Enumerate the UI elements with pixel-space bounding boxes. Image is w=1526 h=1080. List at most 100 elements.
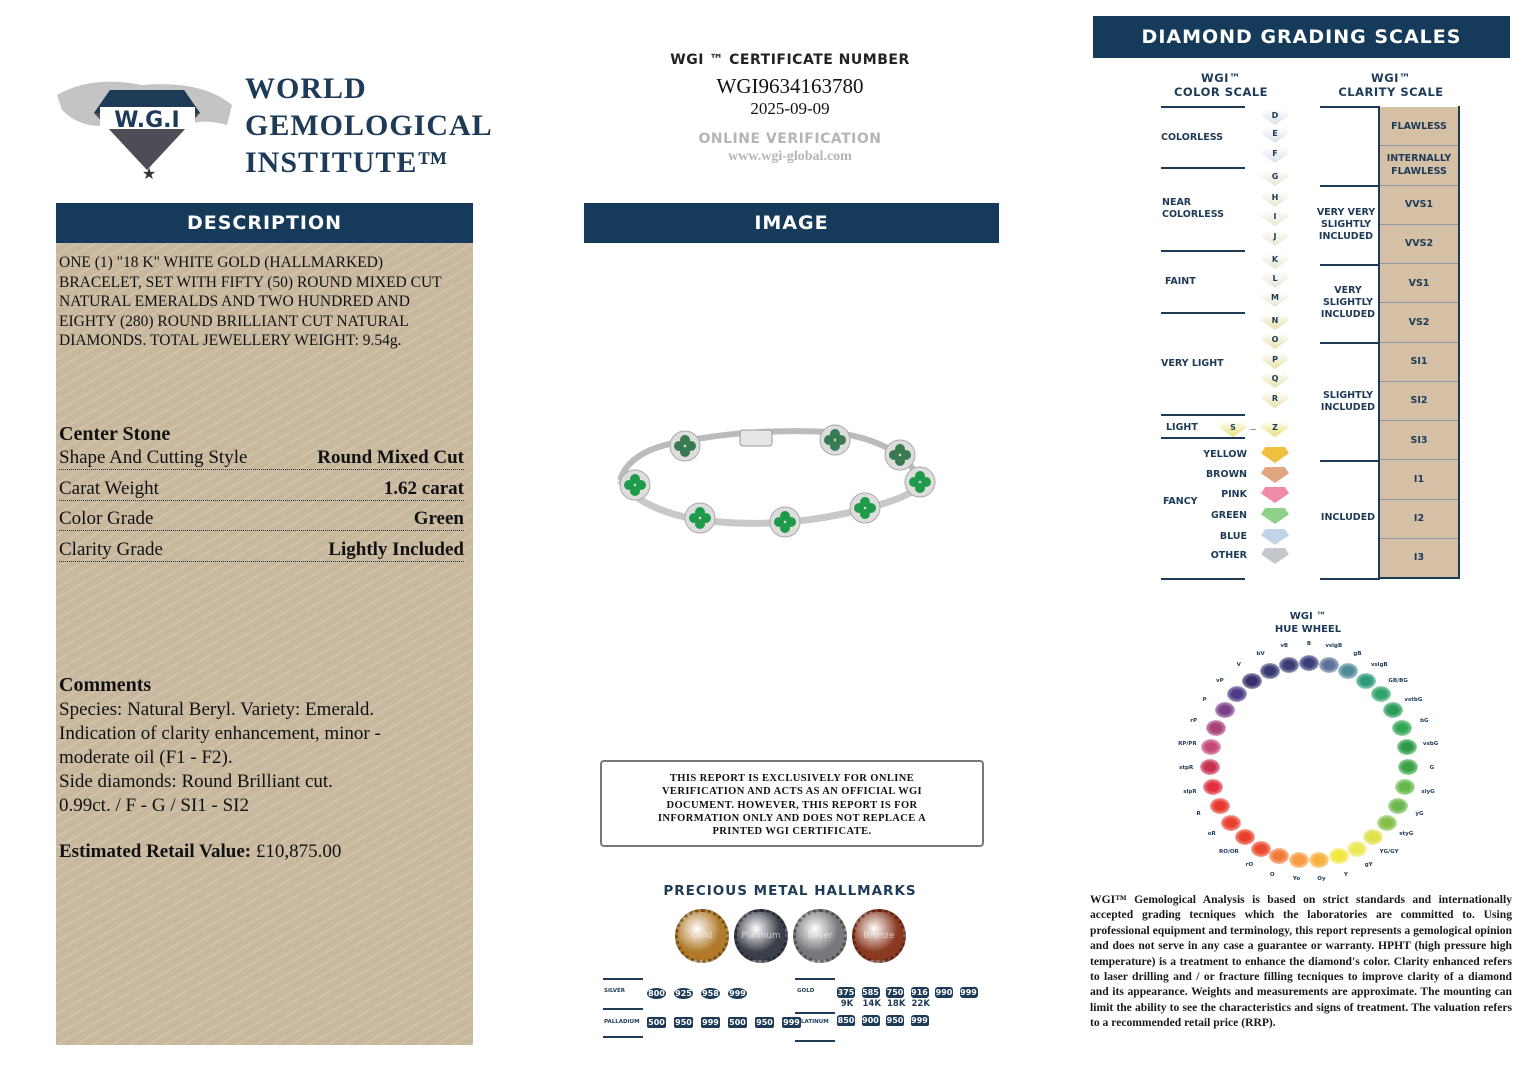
clarity-scale-divider [1320, 185, 1380, 187]
color-group-label: NEAR COLORLESS [1162, 197, 1224, 220]
fancy-color-label: OTHER [1210, 550, 1247, 561]
silver-hallmark: 800 [647, 988, 666, 999]
clarity-grade-label: I1 [1413, 473, 1425, 485]
spec-label: Color Grade [59, 508, 154, 529]
hallmark-label: GOLD [797, 988, 815, 994]
color-grade-L: L [1261, 272, 1289, 288]
hue-stone [1383, 701, 1404, 718]
retail-value-label: Estimated Retail Value: [59, 841, 252, 862]
color-grade-E: E [1261, 127, 1289, 143]
color-grade-G: G [1261, 170, 1289, 186]
color-grade-P: P [1261, 353, 1289, 369]
hue-stone [1318, 657, 1339, 674]
hallmark-coin-silver: Silver [793, 909, 847, 963]
clarity-grade-cell: VVS2 [1379, 224, 1459, 264]
svg-text:★: ★ [142, 166, 156, 183]
karat-label: 9K [840, 999, 854, 1009]
hue-label: vP [1216, 677, 1224, 684]
fancy-color-label: BLUE [1219, 531, 1247, 542]
hue-label: Y [1343, 871, 1348, 878]
certificate-number: WGI9634163780 [716, 74, 864, 98]
verification-url[interactable]: www.wgi-global.com [728, 149, 852, 164]
hue-label: bV [1256, 650, 1265, 657]
palladium-hallmark: 999 [782, 1017, 801, 1028]
color-scale-divider [1161, 437, 1245, 439]
hue-label: Yo [1292, 876, 1301, 883]
hue-label: O [1269, 871, 1275, 878]
gold-hallmark: 585 [861, 987, 880, 998]
fancy-other-diamond-icon [1261, 548, 1289, 564]
fancy-color-label: GREEN [1210, 510, 1247, 521]
hue-stone [1242, 672, 1263, 689]
palladium-hallmark: 950 [674, 1017, 693, 1028]
bracelet-image [617, 424, 936, 538]
clarity-grade-label: VVS1 [1404, 199, 1434, 211]
hue-label: rO [1245, 862, 1253, 869]
retail-value: £10,875.00 [255, 841, 342, 862]
divider [795, 978, 835, 980]
spec-value: Round Mixed Cut [317, 447, 464, 468]
wgi-logo: W.G.I ★ [52, 55, 237, 185]
clarity-grade-cell: I2 [1379, 499, 1459, 539]
hue-stone [1309, 852, 1330, 869]
clarity-grade-cell: SI2 [1379, 381, 1459, 421]
silver-hallmark: 925 [674, 988, 693, 999]
hue-stone [1396, 739, 1417, 755]
hue-stone [1214, 701, 1235, 718]
disclaimer-box: THIS REPORT IS EXCLUSIVELY FOR ONLINE VE… [600, 760, 984, 847]
comment-line: Species: Natural Beryl. Variety: Emerald… [59, 699, 375, 720]
clarity-grade-label: VVS2 [1404, 238, 1434, 250]
color-scale-divider [1161, 414, 1245, 416]
emerald-clover [819, 424, 851, 456]
logo-line-1: WORLD [245, 72, 367, 105]
hue-label: RP/PR [1178, 741, 1197, 748]
description-panel [56, 243, 473, 1045]
hue-label: V [1236, 662, 1241, 669]
gold-hallmark: 916 [910, 987, 929, 998]
fancy-color-label: YELLOW [1203, 449, 1247, 460]
fancy-color-label: PINK [1221, 489, 1247, 500]
color-grade-N: N [1261, 314, 1289, 330]
hue-label: vB [1280, 643, 1289, 650]
hue-label: B [1306, 641, 1312, 647]
spec-value: Lightly Included [328, 539, 464, 560]
color-group-label: LIGHT [1166, 422, 1198, 433]
color-grade-Z: Z [1261, 421, 1289, 437]
grading-scales-header: DIAMOND GRADING SCALES [1093, 16, 1510, 58]
platinum-hallmark: 900 [861, 1015, 880, 1026]
hue-stone [1394, 778, 1415, 795]
hue-stone [1288, 852, 1309, 869]
clarity-scale-title-1: WGI™ [1371, 71, 1411, 85]
clarity-grade-label: I3 [1413, 552, 1425, 564]
color-grade-Q: Q [1261, 372, 1289, 388]
hallmark-coin-bronze: Bronze [852, 909, 906, 963]
s-to-z-dash [1250, 429, 1256, 430]
comment-line: Side diamonds: Round Brilliant cut. [59, 771, 333, 792]
karat-label: 22K [911, 999, 930, 1009]
certificate-number-label: WGI ™ CERTIFICATE NUMBER [670, 52, 910, 68]
emerald-clover [769, 506, 801, 538]
hue-label: gB [1353, 650, 1362, 657]
hue-label: GB/BG [1388, 677, 1408, 684]
clarity-grade-label: I2 [1413, 513, 1425, 525]
palladium-hallmark: 500 [728, 1017, 747, 1028]
hue-wheel-title-1: WGI ™ [1289, 611, 1327, 622]
color-scale-divider [1161, 312, 1245, 314]
color-group-label: COLORLESS [1161, 132, 1223, 143]
hue-label: bG [1420, 718, 1429, 725]
description-text: ONE (1) "18 K" WHITE GOLD (HALLMARKED) B… [59, 254, 442, 349]
clarity-scale-divider [1320, 460, 1380, 462]
logo-emblem-icon: W.G.I ★ [57, 81, 232, 183]
clarity-grade-cell: I3 [1379, 538, 1459, 578]
hallmark-label: SILVER [604, 988, 626, 994]
hue-stone [1203, 778, 1224, 795]
clarity-grade-cell: VS1 [1379, 264, 1459, 304]
hue-stone [1391, 719, 1412, 736]
color-scale-title-1: WGI™ [1201, 71, 1241, 85]
clarity-grade-label: VS2 [1408, 316, 1430, 328]
color-group-label: VERY LIGHT [1161, 358, 1224, 369]
platinum-hallmark: 950 [886, 1015, 904, 1026]
gold-hallmark: 999 [959, 987, 978, 998]
spec-label: Clarity Grade [59, 539, 163, 560]
spec-row: Color Grade Green [59, 508, 464, 531]
